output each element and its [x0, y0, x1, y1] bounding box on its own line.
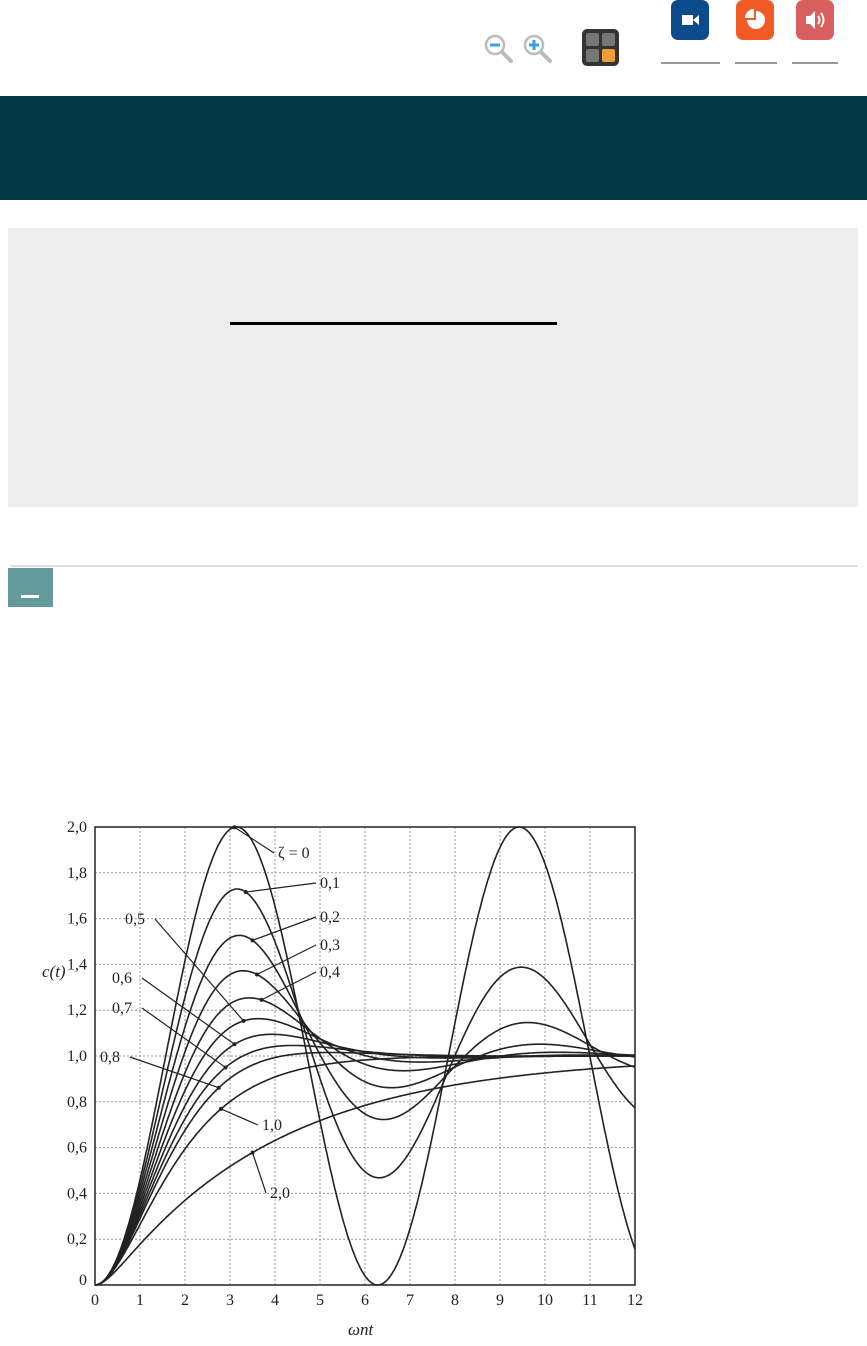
arrow-head — [255, 972, 259, 977]
series-line-zeta-0,2 — [94, 934, 636, 1286]
step-response-chart: 0 1 2 3 4 5 6 7 8 9 10 11 1200,20,40,60,81,01,21,41,… — [42, 819, 643, 1339]
arrow-head — [241, 1018, 246, 1023]
y-tick-label: 1,0 — [67, 1048, 87, 1065]
collapse-button[interactable] — [8, 568, 53, 607]
arrow-head — [232, 825, 237, 830]
series-line-zeta-0,1 — [94, 888, 636, 1286]
x-tick-label: 0 — [91, 1292, 99, 1309]
arrow-head — [250, 938, 255, 943]
zoom-in-icon[interactable] — [523, 34, 553, 64]
x-tick-label: 11 — [582, 1292, 597, 1309]
arrow-head — [232, 1042, 237, 1047]
series-label: 0,5 — [125, 911, 145, 928]
label-arrow — [261, 971, 317, 1001]
y-tick-label: 1,8 — [67, 865, 87, 882]
minus-icon — [21, 595, 39, 598]
chart-button[interactable] — [736, 0, 774, 40]
y-tick-label: 1,2 — [67, 1002, 87, 1019]
label-arrow — [256, 944, 317, 976]
series-label: 0,6 — [112, 970, 132, 987]
series-label: 0,3 — [320, 937, 340, 954]
y-axis-label: c(t) — [42, 962, 66, 981]
audio-button[interactable] — [796, 0, 834, 40]
series-line-zeta-ζ = 0 — [94, 826, 636, 1286]
series-line-zeta-0,3 — [94, 969, 636, 1286]
video-camera-icon — [682, 15, 699, 25]
y-tick-label: 2,0 — [67, 819, 87, 836]
x-tick-label: 4 — [271, 1292, 279, 1309]
y-tick-label: 1,6 — [67, 911, 87, 928]
series-label: 0,4 — [320, 964, 340, 981]
x-tick-label: 6 — [361, 1292, 369, 1309]
series-label: 0,2 — [320, 909, 340, 926]
x-tick-label: 2 — [181, 1292, 189, 1309]
label-arrow — [141, 1007, 226, 1068]
pie-chart-icon — [745, 9, 765, 29]
video-button[interactable] — [671, 0, 709, 40]
x-tick-label: 3 — [226, 1292, 234, 1309]
content-panel — [8, 228, 858, 507]
x-tick-label: 8 — [451, 1292, 459, 1309]
zoom-out-icon[interactable] — [484, 34, 514, 64]
series-label: ζ = 0 — [278, 845, 310, 862]
x-tick-label: 10 — [537, 1292, 553, 1309]
y-tick-label: 0,4 — [67, 1185, 87, 1202]
label-arrow — [154, 918, 244, 1022]
series-label: 0,1 — [320, 875, 340, 892]
label-arrow — [251, 1152, 267, 1194]
y-tick-label: 0,8 — [67, 1094, 87, 1111]
video-underline — [661, 62, 720, 64]
audio-underline — [792, 62, 838, 64]
y-tick-label: 0,6 — [67, 1140, 87, 1157]
label-arrow — [220, 1108, 259, 1126]
series-line-zeta-1,0 — [94, 1055, 635, 1286]
series-line-zeta-0,4 — [94, 997, 636, 1286]
x-axis-label: ωnt — [348, 1320, 375, 1339]
calculator-icon[interactable] — [582, 29, 619, 66]
fraction-rule — [230, 322, 557, 325]
label-arrow — [245, 882, 317, 893]
y-tick-label: 0,2 — [67, 1231, 87, 1248]
header-banner — [0, 96, 867, 200]
arrow-head — [223, 1065, 228, 1070]
label-arrow — [141, 977, 235, 1045]
label-arrow — [129, 1056, 219, 1089]
arrow-head — [216, 1085, 221, 1090]
x-tick-label: 5 — [316, 1292, 324, 1309]
speaker-icon — [806, 11, 825, 29]
label-arrow — [252, 916, 317, 941]
x-tick-label: 7 — [406, 1292, 414, 1309]
series-label: 2,0 — [270, 1185, 290, 1202]
chart-underline — [735, 62, 777, 64]
arrow-head — [250, 1150, 255, 1155]
series-line-zeta-2,0 — [94, 1065, 636, 1286]
series-label: 0,7 — [112, 1000, 132, 1017]
series-label: 1,0 — [262, 1117, 282, 1134]
arrow-head — [243, 890, 248, 895]
x-tick-label: 9 — [496, 1292, 504, 1309]
series-label: 0,8 — [100, 1049, 120, 1066]
arrow-head — [219, 1106, 223, 1111]
y-tick-label: 1,4 — [67, 956, 87, 973]
y-tick-label: 0 — [79, 1272, 87, 1289]
x-tick-label: 1 — [136, 1292, 144, 1309]
section-divider — [11, 565, 858, 567]
label-arrow — [234, 826, 275, 854]
x-tick-label: 12 — [627, 1292, 643, 1309]
arrow-head — [259, 997, 264, 1002]
